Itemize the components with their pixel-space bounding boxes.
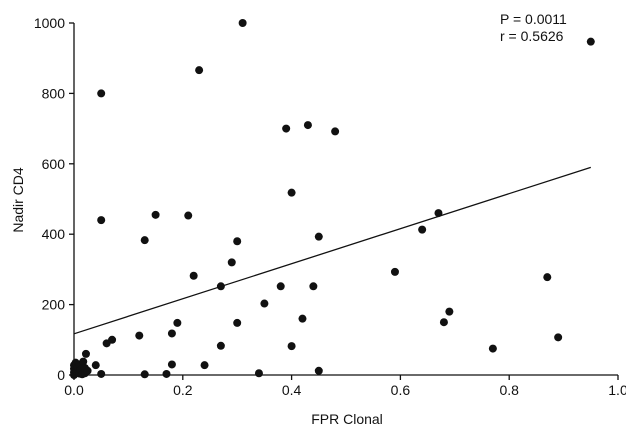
data-point	[184, 211, 193, 220]
y-tick-label: 0	[57, 367, 65, 383]
data-point	[83, 366, 92, 375]
data-point	[303, 121, 312, 130]
data-point	[108, 335, 117, 344]
data-point	[309, 282, 318, 291]
data-point	[151, 210, 160, 219]
data-point	[543, 273, 552, 282]
data-point	[390, 267, 399, 276]
data-point	[287, 342, 296, 351]
data-point	[91, 361, 100, 370]
data-point	[282, 124, 291, 133]
data-point	[195, 66, 204, 75]
data-point	[233, 237, 242, 246]
axes	[73, 23, 618, 376]
x-tick-label: 0.8	[499, 382, 519, 398]
data-point	[238, 19, 247, 27]
x-tick-label: 0.4	[282, 382, 302, 398]
data-points	[70, 19, 595, 379]
data-point	[554, 333, 563, 342]
data-point	[162, 369, 171, 378]
data-point	[314, 232, 323, 241]
data-point	[331, 127, 340, 136]
x-axis-title: FPR Clonal	[311, 411, 383, 427]
data-point	[140, 236, 149, 245]
p-value-annotation: P = 0.0011	[500, 11, 567, 27]
data-point	[200, 361, 209, 370]
data-point	[287, 188, 296, 197]
y-tick-label: 600	[42, 156, 66, 172]
data-point	[216, 341, 225, 350]
x-tick-label: 0.2	[173, 382, 193, 398]
data-point	[167, 329, 176, 338]
data-point	[439, 318, 448, 327]
data-point	[140, 370, 149, 379]
y-tick-label: 1000	[34, 15, 65, 31]
data-point	[298, 314, 307, 323]
data-point	[97, 369, 106, 378]
data-point	[167, 360, 176, 369]
data-point	[189, 271, 198, 280]
data-point	[488, 344, 497, 353]
y-axis-ticks: 0 200 400 600 800 1000	[34, 15, 74, 383]
data-point	[79, 357, 88, 366]
x-axis-ticks: 0.0 0.2 0.4 0.6 0.8 1.0	[64, 375, 626, 398]
x-tick-label: 0.6	[391, 382, 411, 398]
data-point	[97, 89, 106, 98]
x-tick-label: 0.0	[64, 382, 84, 398]
y-tick-label: 400	[42, 226, 66, 242]
data-point	[173, 318, 182, 327]
data-point	[135, 331, 144, 340]
data-point	[445, 307, 454, 316]
data-point	[227, 258, 236, 267]
data-point	[97, 216, 106, 225]
r-value-annotation: r = 0.5626	[500, 28, 564, 44]
regression-line	[73, 166, 591, 335]
data-point	[260, 299, 269, 308]
data-point	[276, 282, 285, 291]
data-point	[418, 225, 427, 234]
data-point	[254, 369, 263, 378]
data-point	[314, 366, 323, 375]
data-point	[233, 318, 242, 327]
y-tick-label: 800	[42, 85, 66, 101]
y-axis-title: Nadir CD4	[10, 167, 26, 233]
data-point	[586, 37, 595, 46]
data-point	[81, 349, 90, 358]
x-tick-label: 1.0	[608, 382, 626, 398]
y-tick-label: 200	[42, 297, 66, 313]
